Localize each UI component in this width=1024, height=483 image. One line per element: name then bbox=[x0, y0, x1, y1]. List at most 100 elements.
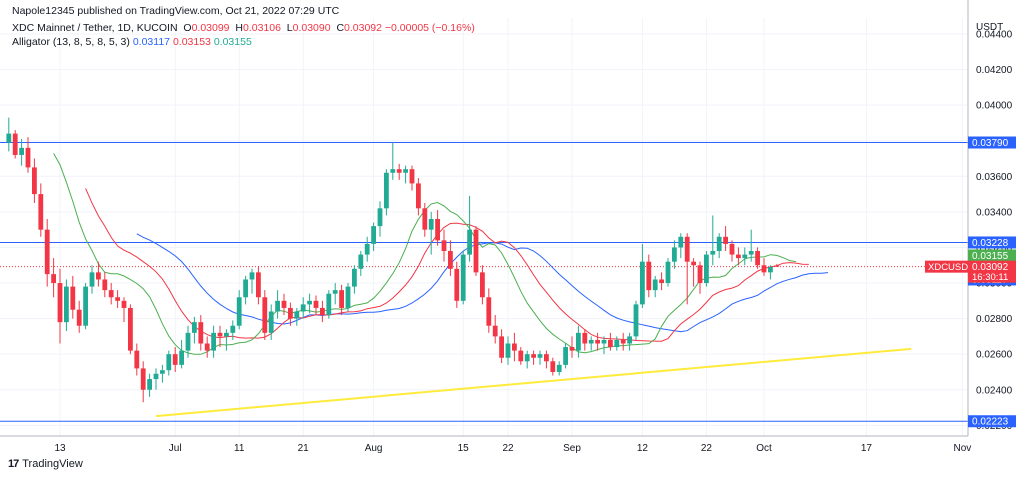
candle[interactable] bbox=[262, 290, 268, 340]
candle[interactable] bbox=[217, 325, 223, 348]
candle[interactable] bbox=[435, 210, 440, 246]
candle[interactable] bbox=[627, 332, 632, 351]
candle[interactable] bbox=[665, 258, 671, 287]
candle[interactable] bbox=[716, 233, 722, 259]
candle[interactable] bbox=[403, 165, 408, 184]
candle[interactable] bbox=[384, 169, 389, 216]
candle[interactable] bbox=[326, 290, 332, 319]
candle[interactable] bbox=[390, 142, 396, 180]
candle[interactable] bbox=[96, 261, 101, 287]
candle[interactable] bbox=[736, 247, 741, 266]
candle[interactable] bbox=[134, 343, 140, 376]
candle[interactable] bbox=[473, 226, 479, 276]
candle[interactable] bbox=[729, 240, 735, 262]
candle[interactable] bbox=[358, 251, 364, 276]
candle[interactable] bbox=[505, 336, 511, 365]
candle[interactable] bbox=[44, 218, 50, 287]
candle[interactable] bbox=[108, 283, 114, 305]
candle[interactable] bbox=[32, 158, 37, 203]
candle[interactable] bbox=[460, 251, 466, 305]
candle[interactable] bbox=[672, 240, 677, 269]
candle[interactable] bbox=[659, 272, 664, 291]
candle[interactable] bbox=[179, 339, 184, 369]
candle[interactable] bbox=[140, 361, 146, 403]
candle[interactable] bbox=[422, 202, 428, 237]
candle[interactable] bbox=[646, 254, 652, 298]
candle[interactable] bbox=[192, 316, 197, 344]
candle[interactable] bbox=[89, 265, 95, 294]
candle[interactable] bbox=[704, 251, 709, 287]
candle[interactable] bbox=[70, 275, 76, 319]
candle[interactable] bbox=[448, 240, 453, 276]
candle[interactable] bbox=[371, 222, 376, 252]
candle[interactable] bbox=[76, 300, 82, 333]
candle[interactable] bbox=[396, 163, 402, 180]
candle[interactable] bbox=[678, 233, 684, 259]
candle[interactable] bbox=[339, 284, 344, 316]
symbol-badge[interactable]: XDCUSDT bbox=[925, 260, 974, 274]
candle[interactable] bbox=[25, 137, 31, 173]
candle[interactable] bbox=[281, 293, 287, 316]
candle[interactable] bbox=[684, 233, 690, 305]
candle[interactable] bbox=[755, 247, 760, 269]
candle[interactable] bbox=[64, 279, 69, 332]
indicator-name[interactable]: Alligator (13, 8, 5, 8, 5, 3) bbox=[12, 36, 130, 48]
candle[interactable] bbox=[441, 229, 447, 262]
trend-line[interactable] bbox=[155, 347, 912, 418]
candle[interactable] bbox=[742, 247, 748, 266]
price-label[interactable]: 0.03228 bbox=[968, 236, 1016, 249]
candle[interactable] bbox=[256, 267, 261, 305]
candle[interactable] bbox=[524, 350, 530, 369]
candle[interactable] bbox=[243, 275, 248, 305]
alligator-teeth-line[interactable] bbox=[85, 188, 809, 342]
candle[interactable] bbox=[332, 283, 338, 305]
candle[interactable] bbox=[307, 293, 312, 314]
candle[interactable] bbox=[160, 364, 165, 383]
candle[interactable] bbox=[51, 258, 56, 298]
candle[interactable] bbox=[211, 325, 216, 358]
candle[interactable] bbox=[569, 336, 575, 358]
candle[interactable] bbox=[198, 315, 204, 351]
candle[interactable] bbox=[147, 373, 152, 397]
candle[interactable] bbox=[761, 258, 767, 276]
candle[interactable] bbox=[601, 336, 607, 355]
candle[interactable] bbox=[57, 268, 63, 344]
candle[interactable] bbox=[300, 297, 306, 319]
candle[interactable] bbox=[320, 300, 325, 323]
candle[interactable] bbox=[377, 201, 383, 237]
candle[interactable] bbox=[697, 261, 703, 294]
candle[interactable] bbox=[313, 295, 319, 316]
candle[interactable] bbox=[563, 343, 568, 369]
candle[interactable] bbox=[428, 211, 434, 255]
candle[interactable] bbox=[768, 265, 773, 280]
candle[interactable] bbox=[467, 195, 472, 262]
price-label[interactable]: 0.03155 bbox=[968, 249, 1016, 262]
candle[interactable] bbox=[595, 332, 600, 351]
candle[interactable] bbox=[224, 329, 229, 351]
candle[interactable] bbox=[364, 236, 370, 262]
candle[interactable] bbox=[236, 290, 242, 330]
candle[interactable] bbox=[6, 117, 12, 152]
candle[interactable] bbox=[640, 243, 645, 308]
price-label-hline[interactable]: 0.03790 bbox=[968, 136, 1016, 150]
candle[interactable] bbox=[185, 325, 191, 358]
candle[interactable] bbox=[409, 165, 415, 191]
candle[interactable] bbox=[537, 350, 543, 365]
candle[interactable] bbox=[582, 329, 588, 351]
candle[interactable] bbox=[614, 336, 620, 351]
candle[interactable] bbox=[608, 332, 613, 351]
candle[interactable] bbox=[576, 325, 581, 358]
candle[interactable] bbox=[512, 332, 517, 362]
candle[interactable] bbox=[12, 130, 18, 159]
symbol-name[interactable]: XDC Mainnet / Tether, 1D, KUCOIN bbox=[12, 22, 178, 34]
candle[interactable] bbox=[416, 178, 421, 216]
alligator-jaw-line[interactable] bbox=[136, 233, 829, 333]
candle[interactable] bbox=[774, 264, 780, 268]
candle[interactable] bbox=[83, 283, 88, 330]
candle[interactable] bbox=[588, 336, 594, 351]
candle[interactable] bbox=[620, 332, 626, 351]
candle[interactable] bbox=[166, 350, 172, 376]
candle[interactable] bbox=[499, 329, 504, 364]
candle[interactable] bbox=[294, 307, 300, 326]
